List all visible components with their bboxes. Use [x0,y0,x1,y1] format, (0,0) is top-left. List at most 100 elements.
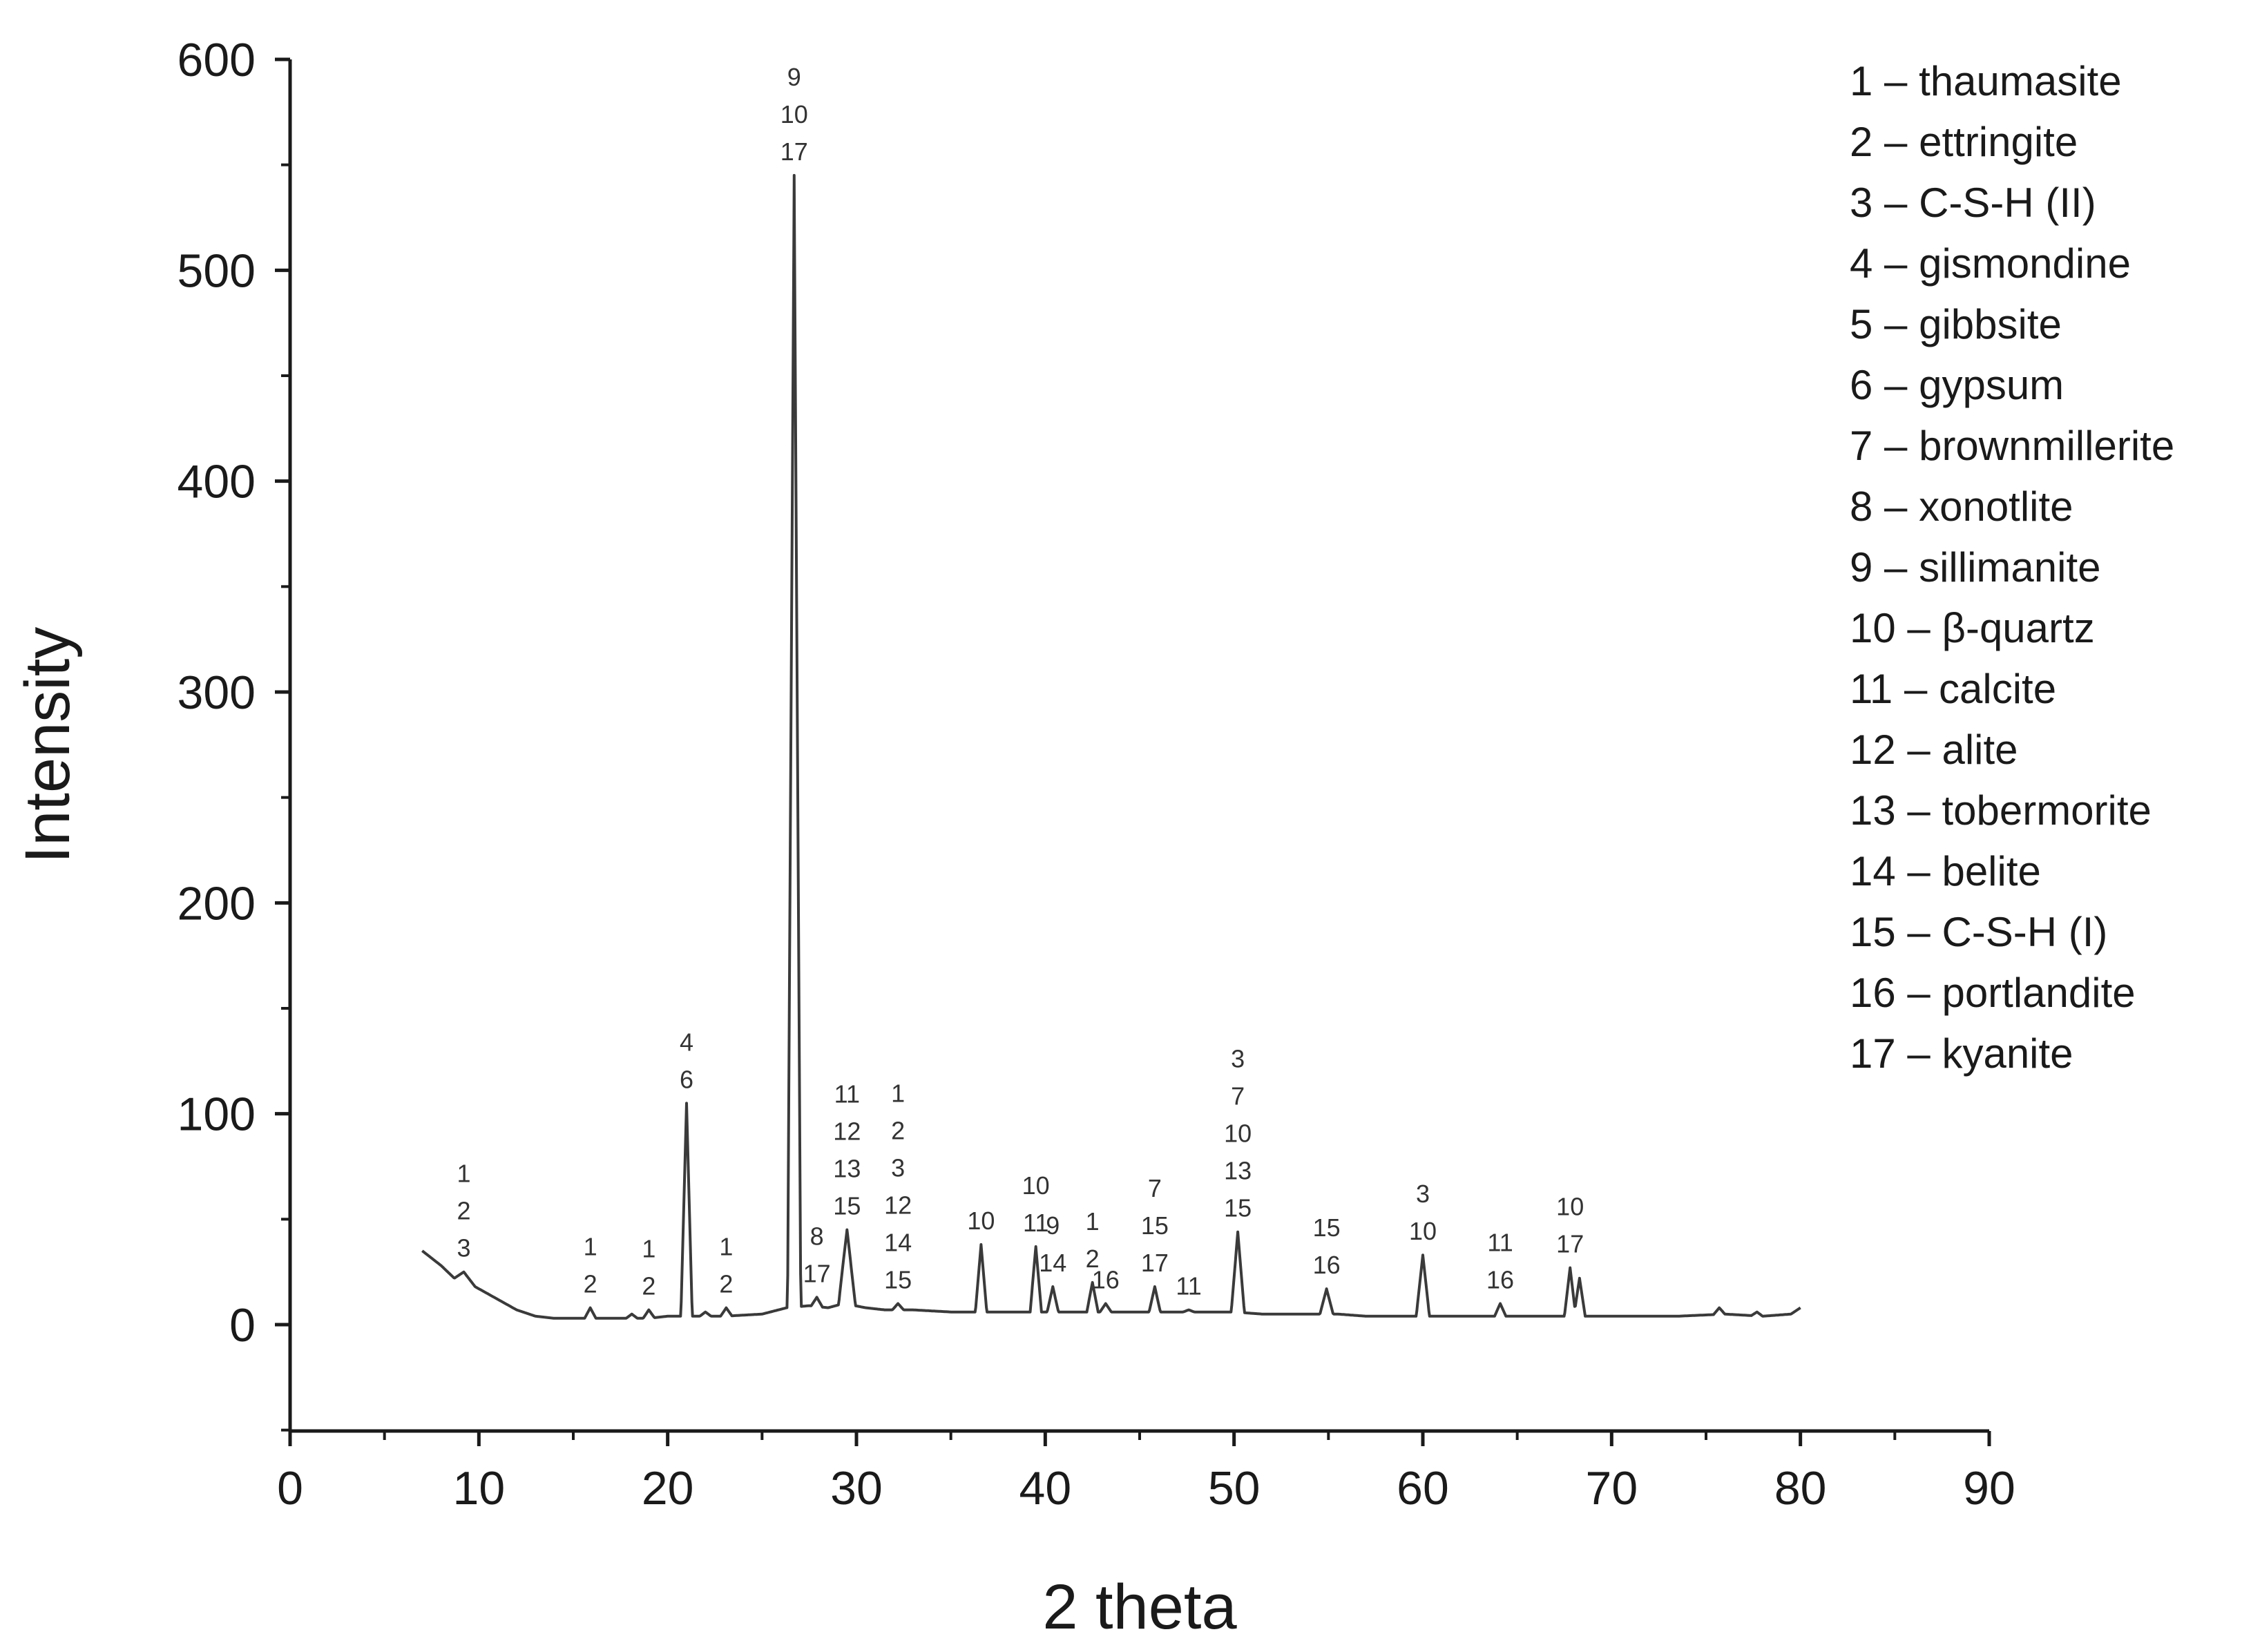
peak-label: 15 [884,1265,912,1294]
legend-entry: 17 – kyanite [1850,1030,2073,1077]
y-tick-label: 500 [178,244,256,297]
peak-label: 10 [967,1207,995,1235]
peak-label: 15 [1224,1194,1252,1222]
x-tick-label: 70 [1586,1462,1638,1515]
legend-entry: 10 – β-quartz [1850,605,2095,651]
peak-label-group: 11 12 13 15 [833,1080,861,1220]
peak-label: 2 [891,1116,905,1144]
x-tick-label: 10 [453,1462,506,1515]
peak-labels: 123 1212461291017817111213151231214151010… [457,63,1584,1300]
x-tick-label: 90 [1963,1462,2015,1515]
legend-entry: 16 – portlandite [1850,970,2136,1016]
peak-label: 17 [780,137,808,166]
peak-label-group: 12 [642,1235,655,1300]
diffraction-pattern-line [421,173,1801,1320]
peak-label: 10 [1556,1193,1584,1221]
legend-entry: 8 – xonotlite [1850,483,2073,530]
legend: 1 – thaumasite 2 – ettringite 3 – C-S-H (I… [1850,58,2174,1077]
peak-label: 4 [680,1028,693,1056]
peak-label: 1 [584,1233,597,1261]
peak-label: 11 [1176,1272,1201,1300]
peak-label: 1 [457,1160,470,1188]
legend-entry: 7 – brownmillerite [1850,423,2174,469]
y-axis-title: Intensity [12,627,83,864]
peak-label: 10 [1224,1120,1252,1148]
x-ticks: 0 10 20 30 40 50 60 70 80 90 [277,1431,2015,1515]
peak-label-group: 1 2 3 [457,1160,470,1262]
y-tick-label: 600 [178,34,256,86]
legend-entry: 3 – C-S-H (II) [1850,180,2096,226]
peak-label-group: 10 [967,1207,995,1235]
peak-label: 2 [719,1270,733,1298]
peak-label: 1 [891,1079,905,1107]
peak-label: 1 [719,1233,733,1261]
peak-label: 14 [1039,1249,1066,1277]
legend-entry: 13 – tobermorite [1850,787,2152,834]
peak-label: 3 [1416,1180,1430,1208]
peak-label: 2 [1086,1245,1100,1273]
peak-label: 2 [457,1197,470,1225]
peak-label-group: 3 7 10 13 15 [1224,1045,1252,1222]
axes [288,59,1989,1433]
legend-entry: 5 – gibbsite [1850,301,2062,347]
peak-label: 10 [780,100,808,128]
peak-label: 9 [787,63,801,91]
peak-label-group: 12 [584,1233,597,1298]
peak-label: 15 [1141,1211,1169,1240]
peak-label: 11 [1487,1228,1513,1256]
peak-label: 2 [584,1270,597,1298]
peak-label-group: 16 [1092,1265,1120,1294]
y-tick-label: 200 [178,877,256,930]
peak-label: 1 [1086,1207,1100,1236]
peak-label: 10 [1409,1217,1437,1245]
peak-label: 12 [833,1117,861,1146]
peak-label-group: 11 [1176,1272,1201,1300]
peak-label-group: 12 [719,1233,733,1298]
x-tick-label: 20 [642,1462,694,1515]
x-tick-label: 80 [1774,1462,1827,1515]
y-tick-label: 0 [229,1299,256,1352]
peak-label: 13 [1224,1157,1252,1185]
peak-label: 10 [1022,1171,1050,1200]
peak-label-group: 310 [1409,1180,1437,1245]
peak-label: 17 [1556,1230,1584,1258]
legend-entry: 6 – gypsum [1850,362,2064,408]
legend-entry: 14 – belite [1850,848,2041,894]
peak-label: 1 [642,1235,655,1263]
legend-entry: 12 – alite [1850,727,2018,773]
legend-entry: 15 – C-S-H (I) [1850,909,2107,955]
y-tick-label: 300 [178,666,256,719]
peak-label: 17 [803,1259,831,1287]
peak-label: 12 [884,1191,912,1219]
legend-entry: 2 – ettringite [1850,119,2078,165]
peak-label: 8 [810,1222,824,1250]
y-tick-label: 100 [178,1088,256,1141]
peak-label: 11 [1023,1209,1048,1237]
legend-entry: 4 – gismondine [1850,240,2131,287]
peak-label: 14 [884,1228,912,1256]
peak-label-group: 9 10 17 [780,63,808,166]
x-axis-title: 2 theta [1042,1572,1237,1642]
peak-label: 11 [834,1080,860,1108]
x-tick-label: 40 [1019,1462,1072,1515]
x-tick-label: 0 [277,1462,303,1515]
peak-label: 15 [833,1192,861,1220]
legend-entry: 11 – calcite [1850,666,2056,712]
peak-label-group: 817 [803,1222,831,1287]
peak-label: 15 [1313,1213,1341,1242]
peak-label-group: 46 [680,1028,693,1093]
peak-label: 3 [891,1153,905,1182]
peak-label-group: 914 [1039,1211,1066,1277]
peak-label-group: 7 15 17 [1141,1174,1169,1277]
y-ticks: 0 100 200 300 400 500 600 [178,34,290,1432]
legend-entry: 9 – sillimanite [1850,544,2101,590]
x-tick-label: 50 [1208,1462,1261,1515]
peak-label: 17 [1141,1249,1169,1277]
peak-label: 16 [1092,1265,1120,1294]
peak-label-group: 12 [1086,1207,1100,1273]
